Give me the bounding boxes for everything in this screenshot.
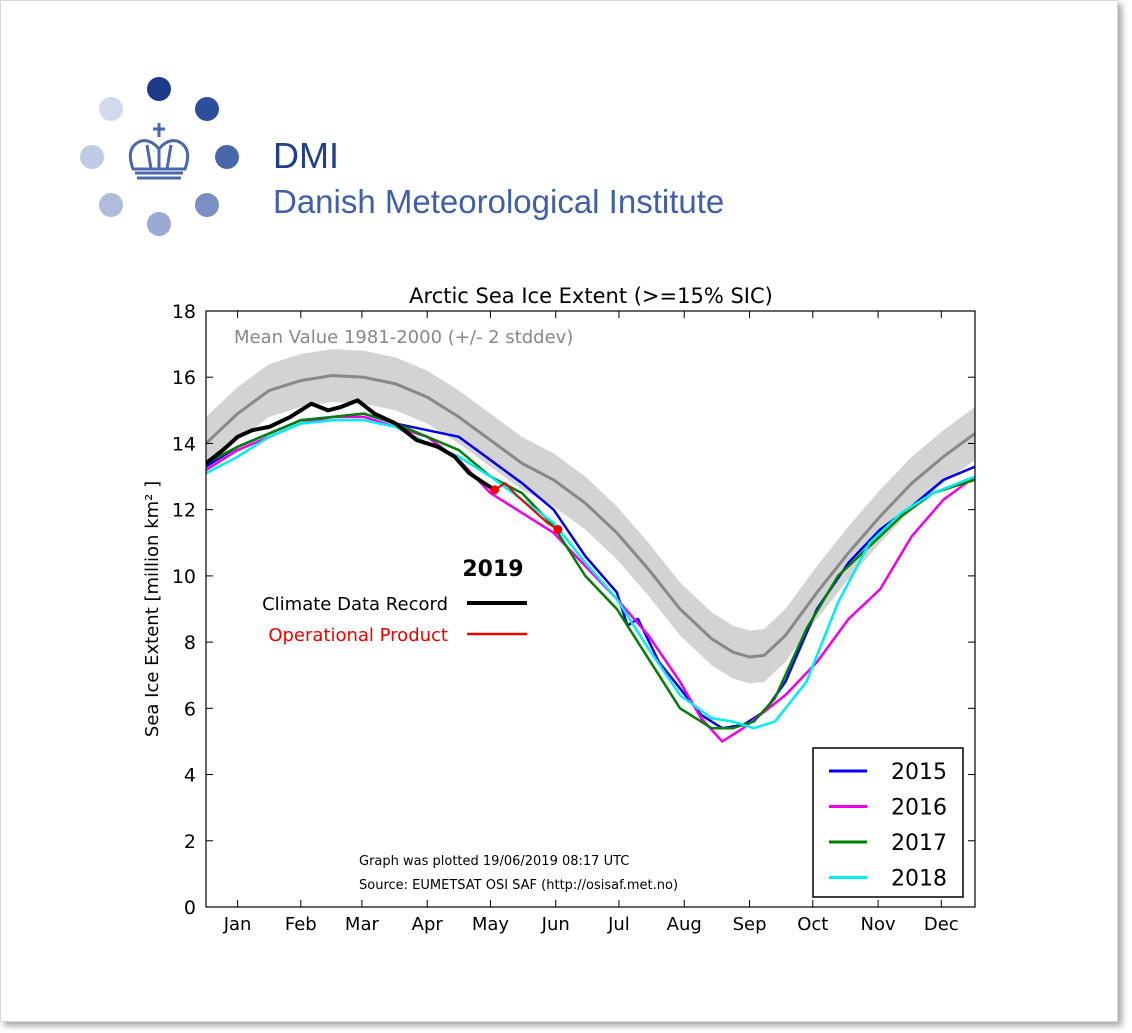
- cdr-legend-label: Climate Data Record: [262, 594, 448, 615]
- y-tick-label: 18: [172, 301, 196, 323]
- logo-dot: [147, 77, 171, 101]
- dmi-logo-mark: [80, 77, 239, 236]
- y-axis-label: Sea Ice Extent [million km² ]: [142, 481, 163, 737]
- chart-title: Arctic Sea Ice Extent (>=15% SIC): [409, 284, 773, 308]
- plot-frame: [205, 310, 976, 908]
- y-tick-label: 0: [184, 897, 196, 919]
- operational-end-marker: [553, 525, 563, 535]
- y-tick-label: 12: [172, 500, 196, 522]
- x-tick-label: Aug: [667, 914, 702, 935]
- logo-dot: [147, 212, 171, 236]
- y-tick-label: 10: [172, 566, 196, 588]
- legend-label-2017: 2017: [891, 831, 947, 856]
- y-tick-label: 4: [184, 765, 196, 787]
- y-tick-label: 2: [184, 831, 196, 853]
- mean-stddev-band: [206, 349, 975, 684]
- legend-label-2015: 2015: [891, 760, 947, 785]
- recent-year-label: 2019: [462, 557, 523, 582]
- x-tick-label: Feb: [285, 914, 317, 935]
- x-tick-label: Jul: [607, 914, 630, 935]
- logo-institute-name: Danish Meteorological Institute: [273, 183, 725, 220]
- legend-label-2016: 2016: [891, 796, 947, 821]
- logo-dot: [195, 97, 219, 121]
- logo-abbreviation: DMI: [273, 135, 339, 176]
- logo-dot: [215, 145, 239, 169]
- image-frame: DMI Danish Meteorological Institute Arct…: [0, 0, 1118, 1022]
- y-tick-label: 16: [172, 367, 196, 389]
- x-tick-label: Jan: [223, 914, 252, 935]
- series-line-2018: [206, 419, 975, 730]
- x-tick-label: May: [472, 914, 510, 935]
- y-tick-label: 14: [172, 433, 196, 455]
- logo-dot: [80, 145, 104, 169]
- plotted-annotation: Graph was plotted 19/06/2019 08:17 UTC: [359, 854, 629, 869]
- x-tick-label: Dec: [924, 914, 959, 935]
- legend-box: [812, 747, 964, 898]
- logo-dot: [195, 193, 219, 217]
- logo-dot: [99, 97, 123, 121]
- legend-label-2018: 2018: [891, 867, 947, 892]
- y-tick-label: 6: [184, 698, 196, 720]
- operational-legend-label: Operational Product: [268, 625, 448, 646]
- x-tick-label: Jun: [541, 914, 570, 935]
- y-tick-label: 8: [184, 632, 196, 654]
- source-annotation: Source: EUMETSAT OSI SAF (http://osisaf.…: [359, 878, 678, 893]
- sea-ice-chart: Arctic Sea Ice Extent (>=15% SIC) Sea Ic…: [142, 284, 976, 935]
- x-tick-label: Sep: [733, 914, 767, 935]
- operational-start-marker: [490, 485, 500, 495]
- series-line-2017: [206, 412, 975, 730]
- series-line-climate-data-record: [206, 398, 496, 492]
- x-tick-label: Nov: [861, 914, 896, 935]
- crown-icon: [128, 123, 190, 180]
- mean-line: [206, 374, 975, 659]
- mean-value-label: Mean Value 1981-2000 (+/- 2 stddev): [234, 327, 573, 348]
- series-line-operational-product: [494, 482, 559, 531]
- chart-legend: 2015 2016 2017 2018: [812, 747, 964, 898]
- x-tick-label: Apr: [412, 914, 444, 935]
- x-tick-label: Oct: [797, 914, 828, 935]
- logo-dot: [99, 193, 123, 217]
- x-tick-label: Mar: [345, 914, 380, 935]
- series-line-2016: [206, 415, 975, 743]
